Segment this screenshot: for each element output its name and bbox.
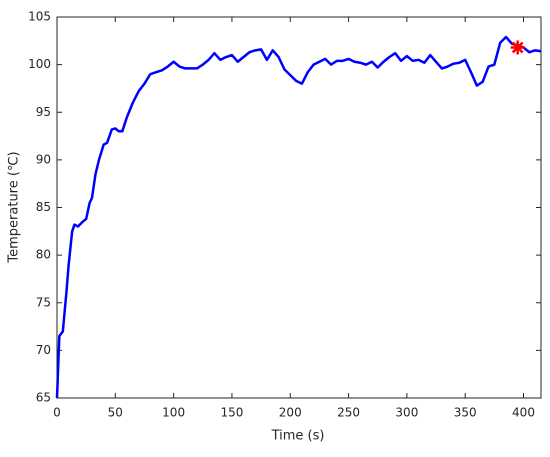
y-tick-label: 70 [36, 343, 51, 357]
x-tick-label: 400 [512, 406, 535, 420]
x-tick-label: 200 [279, 406, 302, 420]
x-tick-label: 150 [220, 406, 243, 420]
y-tick-label: 80 [36, 248, 51, 262]
y-tick-label: 100 [28, 57, 51, 71]
plot-area [56, 16, 542, 399]
y-tick-label: 75 [36, 295, 51, 309]
y-tick-label: 65 [36, 391, 51, 405]
x-tick-label: 50 [108, 406, 123, 420]
y-tick-label: 90 [36, 152, 51, 166]
y-tick-label: 85 [36, 200, 51, 214]
y-tick-label: 95 [36, 105, 51, 119]
data-line [55, 35, 542, 399]
highlight-marker [510, 40, 525, 55]
x-tick-label: 350 [454, 406, 477, 420]
x-tick-label: 100 [162, 406, 185, 420]
x-axis-label: Time (s) [271, 429, 325, 444]
x-tick-label: 250 [337, 406, 360, 420]
y-tick-label: 105 [28, 10, 51, 24]
x-tick-label: 300 [395, 406, 418, 420]
y-axis-label: Temperature (℃) [7, 151, 22, 263]
x-tick-label: 0 [53, 406, 61, 420]
